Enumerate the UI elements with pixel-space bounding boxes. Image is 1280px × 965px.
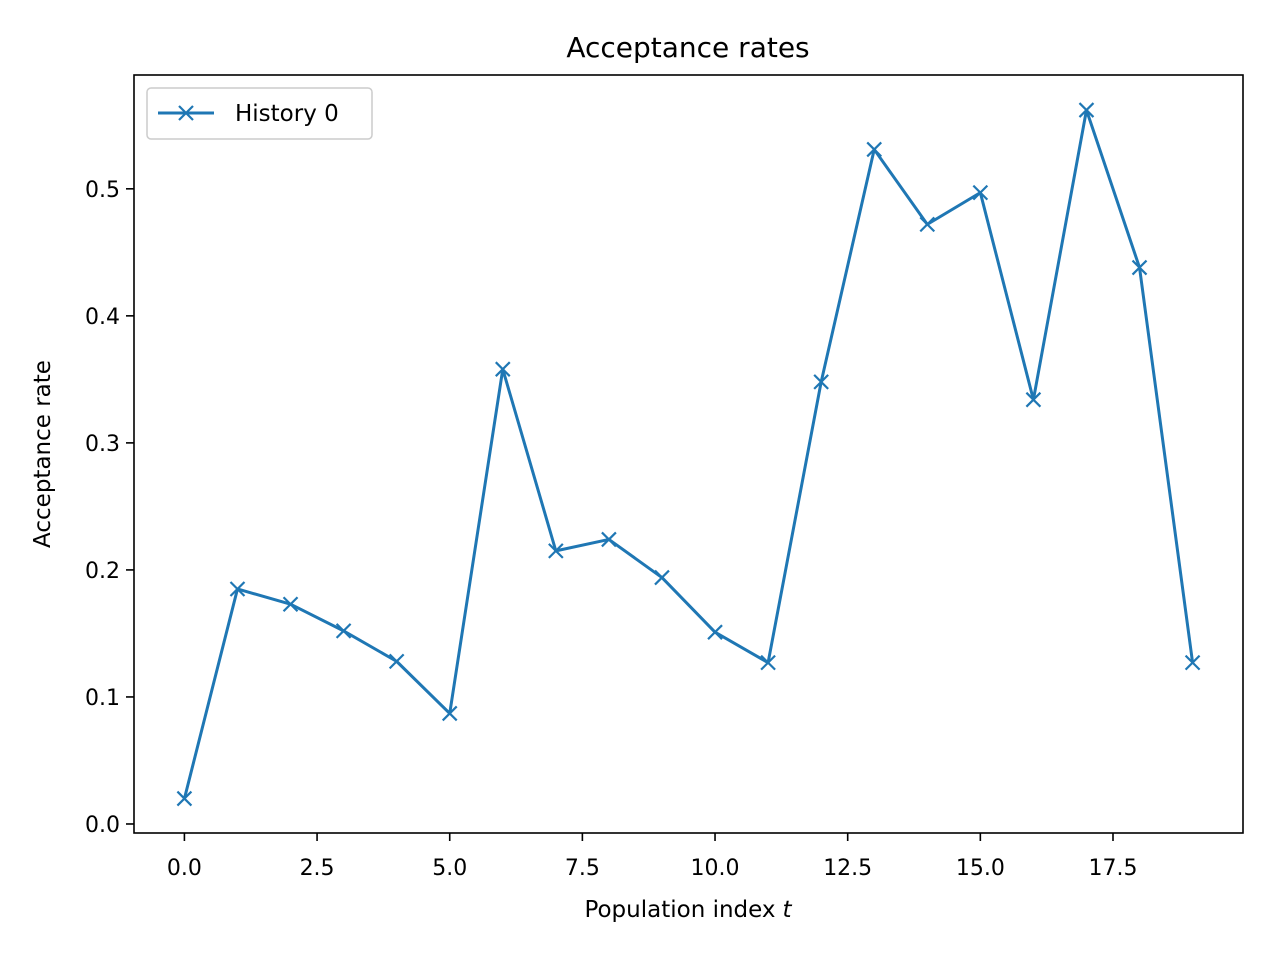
data-point [176,790,193,807]
y-tick-label: 0.5 [85,178,120,203]
y-axis: 0.0 0.1 0.2 0.3 0.4 0.5 [85,178,134,838]
y-axis-label: Acceptance rate [30,360,56,548]
data-point [813,374,829,390]
x-axis: 0.0 2.5 5.0 7.5 10.0 12.5 15.0 17.5 [167,833,1138,881]
legend-box [146,87,373,140]
data-point [282,596,299,612]
data-point [601,531,617,548]
data-point [388,653,405,670]
y-tick-label: 0.0 [85,813,120,838]
x-tick-label: 5.0 [432,856,467,881]
x-tick-label: 0.0 [167,856,202,881]
y-tick-label: 0.2 [85,559,120,584]
data-point [495,361,511,377]
plot-frame [133,74,1244,834]
x-axis-label-text: Population index [584,897,775,923]
data-point [972,184,989,201]
x-tick-label: 7.5 [565,856,600,881]
chart-title: Acceptance rates [566,31,809,64]
data-point [1131,259,1148,276]
data-point [441,705,458,722]
data-point [548,543,564,559]
x-axis-label-variable: t [783,897,793,923]
data-point [1025,391,1042,408]
x-tick-label: 10.0 [691,856,740,881]
series-layer [176,102,1201,807]
x-tick-label: 17.5 [1089,856,1138,881]
data-point [1078,102,1095,118]
x-tick-label: 12.5 [823,856,872,881]
legend: History 0 [146,87,373,140]
legend-marker [178,105,194,121]
series-line [182,108,1195,799]
legend-label: History 0 [235,101,339,127]
data-point [919,216,936,233]
data-point [335,623,352,639]
x-axis-label: Population index t [584,897,792,923]
y-tick-label: 0.4 [85,305,120,330]
data-point [760,654,776,671]
x-tick-label: 15.0 [956,856,1005,881]
data-point [866,141,882,158]
y-tick-label: 0.1 [85,686,120,711]
y-tick-label: 0.3 [85,432,120,457]
data-point [229,581,246,597]
data-point [654,569,670,586]
data-point [707,624,723,640]
x-tick-label: 2.5 [300,856,335,881]
legend-x-marker [178,105,194,121]
data-point [1184,654,1201,671]
